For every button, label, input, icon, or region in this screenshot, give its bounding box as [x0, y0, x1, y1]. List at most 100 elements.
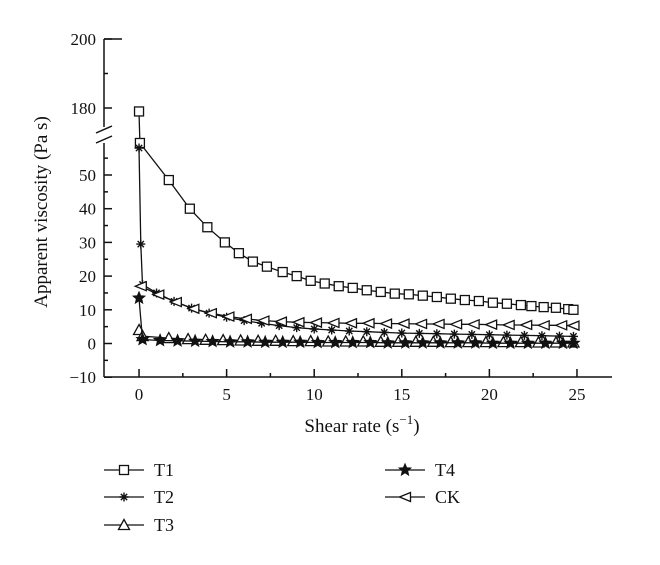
data-point-ck: [221, 311, 235, 323]
legend-item-t2: T2: [104, 487, 174, 507]
data-point-t2: [467, 329, 477, 339]
data-point-t1: [389, 288, 400, 299]
y-tick-label: 0: [88, 335, 97, 354]
data-point-t1: [445, 293, 456, 304]
data-point-t4: [415, 335, 430, 349]
data-point-t1: [526, 300, 537, 312]
y-tick-label: 10: [79, 301, 96, 320]
series-t4: [131, 290, 581, 350]
y-tick-label: −10: [69, 368, 96, 387]
data-point-t4: [538, 335, 553, 350]
data-point-t2: [136, 239, 146, 249]
x-axis-label-exponent: −1: [399, 412, 413, 427]
data-point-t1: [305, 275, 316, 286]
legend-item-t4: T4: [385, 460, 455, 480]
data-point-t1: [473, 295, 485, 307]
legend-marker-t2: [119, 492, 129, 502]
data-point-t4: [131, 290, 147, 305]
data-point-t4: [223, 334, 238, 348]
legend-marker-t4: [397, 462, 413, 477]
data-point-t2: [309, 324, 319, 334]
data-point-ck: [343, 317, 358, 329]
data-point-t1: [277, 266, 288, 278]
data-point-t4: [152, 333, 168, 347]
data-point-t4: [380, 335, 395, 349]
data-point-t2: [432, 329, 442, 339]
data-point-ck: [448, 318, 463, 330]
data-point-ck: [361, 317, 375, 329]
legend-item-t1: T1: [104, 460, 174, 480]
data-point-t1: [487, 297, 499, 308]
data-point-t1: [375, 286, 386, 298]
data-point-t4: [205, 334, 220, 348]
ticks: 0 5 10 15 20 25 −10 0 10 20 30 40 50 180 200: [69, 30, 585, 404]
data-point-ck: [413, 318, 428, 330]
data-point-ck: [553, 319, 568, 331]
data-point-t1: [261, 261, 273, 272]
data-point-t4: [450, 335, 465, 349]
data-point-ck: [186, 303, 200, 315]
data-point-ck: [238, 313, 253, 325]
x-tick-label: 5: [222, 385, 231, 404]
series-line-t1: [138, 111, 574, 311]
data-point-t1: [431, 291, 442, 303]
data-point-ck: [431, 318, 445, 330]
data-point-t2: [554, 331, 564, 341]
legend-label-t4: T4: [435, 460, 455, 480]
data-point-t4: [240, 334, 255, 348]
data-point-t4: [503, 335, 518, 350]
data-point-t1: [133, 106, 145, 117]
data-point-ck: [501, 319, 515, 331]
data-point-t4: [258, 334, 273, 349]
data-point-t2: [344, 326, 354, 336]
data-point-t2: [134, 143, 144, 153]
y-tick-label: 180: [71, 99, 97, 118]
data-point-t2: [274, 321, 284, 331]
data-point-t4: [520, 335, 535, 350]
data-point-t1: [361, 285, 372, 296]
data-point-t4: [485, 335, 500, 350]
x-axis-label: Shear rate (s−1): [304, 412, 419, 437]
data-point-t4: [345, 335, 360, 349]
x-tick-label: 20: [481, 385, 498, 404]
axis-break-mark: [95, 135, 113, 144]
data-point-ck: [536, 319, 550, 331]
data-point-ck: [396, 318, 410, 330]
data-point-t4: [433, 335, 448, 349]
data-point-t2: [519, 330, 529, 340]
data-point-t2: [449, 329, 459, 339]
series-t1: [133, 106, 579, 315]
data-point-t4: [468, 335, 483, 349]
x-tick-label: 0: [135, 385, 144, 404]
legend-item-t3: T3: [104, 515, 174, 535]
data-point-t1: [219, 237, 231, 248]
data-point-t1: [417, 290, 428, 301]
data-point-t1: [247, 256, 259, 267]
data-point-ck: [256, 315, 270, 327]
x-axis-label-main: Shear rate (s: [304, 416, 399, 437]
x-tick-label: 15: [393, 385, 410, 404]
legend-marker-t3: [117, 518, 131, 531]
data-point-ck: [566, 320, 580, 332]
data-point-ck: [378, 318, 393, 330]
data-point-ck: [326, 317, 340, 329]
data-point-ck: [308, 317, 323, 329]
data-point-t1: [459, 294, 471, 306]
legend: T1 T2 T3 T4 CK: [104, 460, 460, 535]
data-point-t2: [502, 330, 512, 340]
y-tick-label: 50: [79, 166, 96, 185]
legend-marker-ck: [397, 491, 412, 503]
data-point-t4: [328, 335, 343, 349]
data-point-t1: [347, 282, 358, 294]
y-tick-label: 20: [79, 267, 96, 286]
data-point-t1: [515, 299, 527, 311]
data-point-t4: [310, 335, 325, 349]
data-point-t1: [319, 278, 330, 289]
data-point-t1: [184, 203, 195, 214]
data-point-t4: [275, 334, 290, 349]
data-point-ck: [466, 318, 480, 330]
data-point-ck: [273, 316, 288, 328]
y-axis-label: Apparent viscosity (Pa s): [31, 116, 52, 308]
legend-label-ck: CK: [435, 487, 460, 507]
x-axis-label-close: ): [413, 416, 419, 437]
